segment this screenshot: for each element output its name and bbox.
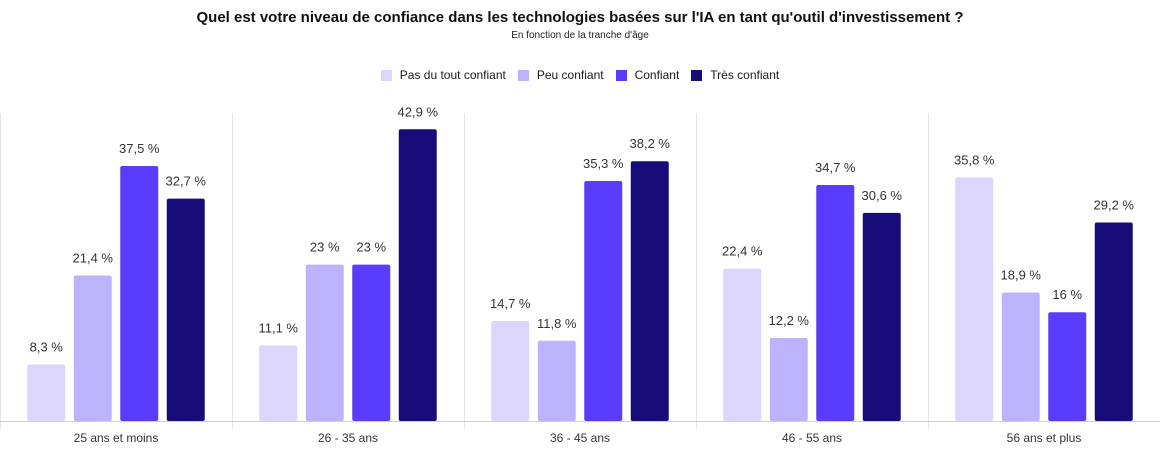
data-label: 32,7 %: [166, 174, 207, 189]
data-label: 42,9 %: [398, 104, 439, 119]
bar[interactable]: [73, 275, 112, 421]
legend-label: Très confiant: [710, 68, 780, 82]
data-label: 8,3 %: [30, 340, 64, 355]
bar[interactable]: [27, 364, 66, 421]
bar[interactable]: [120, 166, 159, 421]
bar[interactable]: [537, 340, 576, 421]
legend-item-tres-confiant[interactable]: Très confiant: [691, 68, 779, 82]
bar[interactable]: [1094, 222, 1133, 421]
legend-label: Peu confiant: [536, 68, 604, 82]
category-label: 36 - 45 ans: [550, 431, 610, 445]
legend-swatch: [691, 69, 703, 81]
data-label: 11,1 %: [258, 321, 298, 336]
data-label: 18,9 %: [1001, 267, 1042, 282]
legend-label: Confiant: [634, 68, 680, 82]
bar[interactable]: [955, 177, 994, 421]
legend-swatch: [380, 69, 392, 81]
bar[interactable]: [862, 212, 901, 421]
category-label: 56 ans et plus: [1007, 431, 1082, 445]
data-label: 16 %: [1052, 287, 1082, 302]
data-label: 35,3 %: [583, 156, 624, 171]
data-label: 11,8 %: [537, 316, 577, 331]
data-label: 23 %: [356, 240, 386, 255]
bar[interactable]: [769, 338, 808, 421]
bar[interactable]: [630, 161, 669, 422]
legend-swatch: [615, 69, 627, 81]
legend-item-pas-du-tout-confiant[interactable]: Pas du tout confiant: [380, 68, 506, 82]
data-label: 22,4 %: [722, 244, 763, 259]
bar[interactable]: [1048, 312, 1087, 421]
legend-label: Pas du tout confiant: [399, 68, 506, 82]
category-label: 46 - 55 ans: [782, 431, 842, 445]
chart-title: Quel est votre niveau de confiance dans …: [196, 9, 964, 26]
data-label: 12,2 %: [769, 313, 810, 328]
data-label: 37,5 %: [119, 141, 160, 156]
bar[interactable]: [491, 321, 530, 421]
data-label: 14,7 %: [490, 296, 531, 311]
legend-swatch: [517, 69, 529, 81]
bar[interactable]: [1001, 292, 1040, 421]
bar[interactable]: [816, 185, 855, 421]
data-label: 35,8 %: [954, 153, 995, 168]
chart-subtitle: En fonction de la tranche d'âge: [511, 30, 649, 41]
category-label: 26 - 35 ans: [318, 431, 378, 445]
data-label: 29,2 %: [1094, 197, 1135, 212]
bar[interactable]: [723, 268, 762, 421]
data-label: 30,6 %: [862, 188, 903, 203]
bar[interactable]: [398, 129, 437, 421]
data-label: 34,7 %: [815, 160, 856, 175]
category-label: 25 ans et moins: [74, 431, 159, 445]
bar[interactable]: [259, 345, 298, 421]
data-label: 23 %: [310, 240, 340, 255]
bar[interactable]: [166, 198, 205, 421]
bar[interactable]: [305, 264, 344, 421]
bar[interactable]: [352, 264, 391, 421]
legend: Pas du tout confiant Peu confiant Confia…: [0, 68, 1160, 82]
legend-item-confiant[interactable]: Confiant: [615, 68, 680, 82]
data-label: 21,4 %: [73, 250, 114, 265]
bar[interactable]: [584, 180, 623, 421]
data-label: 38,2 %: [630, 136, 671, 151]
legend-item-peu-confiant[interactable]: Peu confiant: [517, 68, 604, 82]
